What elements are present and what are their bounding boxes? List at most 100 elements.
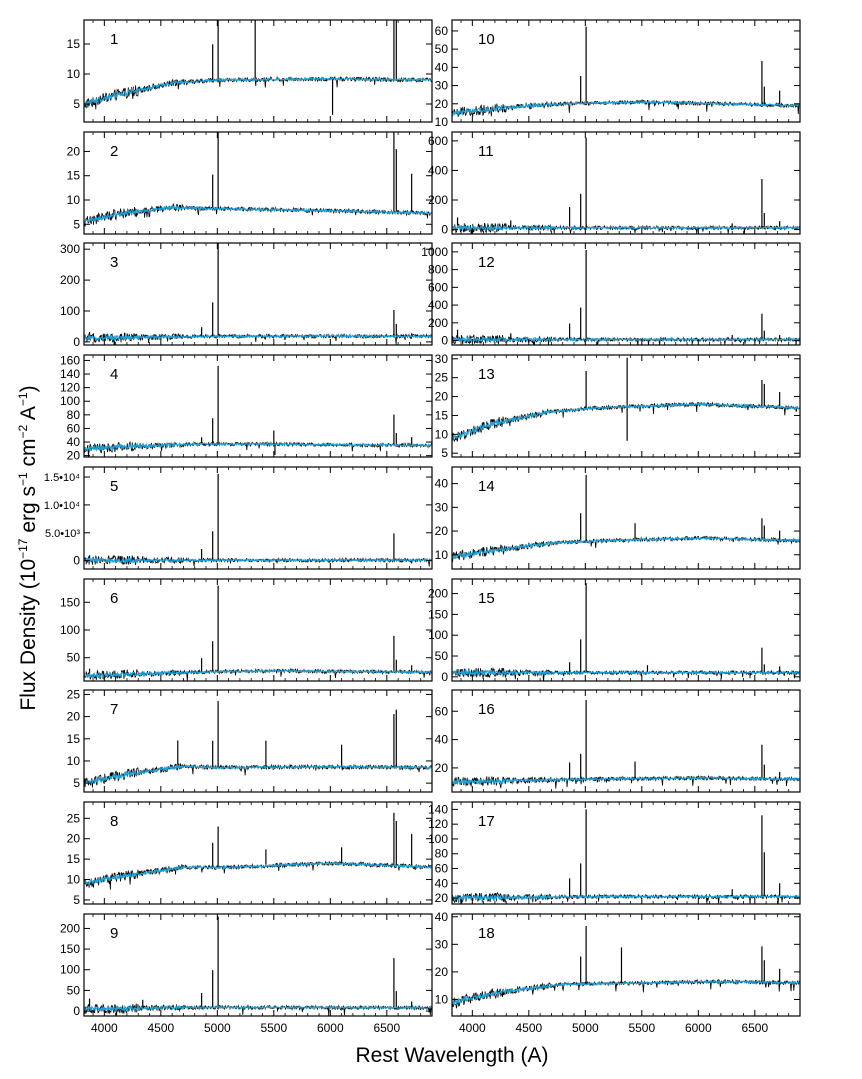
y-label-exponent: −1 [16, 392, 30, 406]
y-tick-label: 50 [67, 983, 81, 997]
model-spectrum-line [452, 668, 800, 677]
y-tick-label: 25 [67, 687, 81, 701]
panel-number: 10 [478, 31, 495, 48]
x-tick-label: 4000 [91, 1021, 118, 1035]
spectrum-panel-8: 5 10 15 20 25 8 [67, 801, 433, 907]
panel-number: 12 [478, 254, 495, 271]
y-label-exponent: −17 [16, 538, 30, 559]
model-spectrum-line [84, 441, 432, 453]
y-tick-label: 30 [435, 352, 449, 366]
spectrum-panel-15: 0 50 100 150 200 15 [428, 578, 801, 684]
spectrum-panel-2: 5 10 15 20 2 [67, 131, 433, 235]
y-tick-label: 150 [60, 942, 80, 956]
x-tick-label: 5000 [572, 1021, 599, 1035]
panel-number: 14 [478, 478, 495, 495]
panel-frame [83, 913, 433, 1017]
x-tick-label: 4500 [147, 1021, 174, 1035]
spectrum-panel-9: 4000 4500 5000 5500 6000 6500 0 50 100 150 200 9 [60, 913, 433, 1035]
y-tick-label: 10 [435, 115, 449, 129]
y-tick-label: 140 [428, 802, 448, 816]
panel-frame [451, 242, 801, 346]
y-tick-label: 20 [67, 449, 81, 463]
panel-frame [83, 354, 433, 458]
y-tick-label: 20 [67, 144, 81, 158]
model-spectrum-line [452, 335, 800, 344]
panel-frame [451, 354, 801, 458]
y-tick-label: 80 [67, 408, 81, 422]
model-spectrum-line [84, 861, 432, 887]
model-spectrum-line [452, 100, 800, 117]
spectrum-panel-13: 5 10 15 20 25 30 13 [435, 352, 801, 460]
y-tick-label: 50 [435, 42, 449, 56]
y-label-exponent: −1 [16, 472, 30, 486]
x-tick-label: 6500 [373, 1021, 400, 1035]
y-tick-label: 15 [67, 732, 81, 746]
y-tick-label: 150 [60, 595, 80, 609]
y-tick-label: 0 [441, 670, 448, 684]
y-tick-label: 100 [60, 304, 80, 318]
panel-frame [451, 913, 801, 1017]
y-tick-label: 10 [435, 427, 449, 441]
y-tick-label: 200 [428, 316, 448, 330]
spectrum-panel-6: 50 100 150 6 [60, 578, 433, 682]
x-tick-label: 5500 [628, 1021, 655, 1035]
panel-frame [83, 689, 433, 793]
y-tick-label: 1.0•10⁴ [44, 500, 80, 512]
y-label-part: erg s [17, 486, 40, 539]
y-tick-label: 200 [428, 193, 448, 207]
x-tick-label: 6000 [317, 1021, 344, 1035]
panel-frame [83, 19, 433, 123]
panel-number: 1 [110, 31, 118, 48]
y-tick-label: 15 [435, 408, 449, 422]
model-spectrum-line [84, 668, 432, 679]
model-spectrum-line [84, 204, 432, 225]
observed-spectrum-line [84, 667, 432, 681]
spectrum-panel-3: 0 100 200 300 3 [60, 242, 433, 349]
model-spectrum-line [84, 556, 432, 564]
model-spectrum-line [452, 979, 800, 1006]
y-tick-label: 5 [73, 776, 80, 790]
panel-number: 8 [110, 813, 118, 830]
y-tick-label: 25 [67, 811, 81, 825]
panel-frame [451, 801, 801, 905]
x-tick-label: 4000 [459, 1021, 486, 1035]
x-axis-label: Rest Wavelength (A) [356, 1044, 549, 1067]
y-tick-label: 1000 [421, 245, 448, 259]
y-tick-label: 100 [428, 628, 448, 642]
y-label-part: cm [17, 438, 40, 472]
y-label-part: ) [17, 385, 40, 392]
y-tick-label: 40 [67, 435, 81, 449]
x-tick-label: 6000 [685, 1021, 712, 1035]
y-tick-label: 1.5•10⁴ [44, 472, 80, 484]
model-spectrum-line [452, 223, 800, 232]
panel-number: 7 [110, 701, 118, 718]
y-tick-label: 100 [428, 832, 448, 846]
observed-spectrum-line [452, 891, 800, 904]
y-tick-label: 50 [435, 649, 449, 663]
y-tick-label: 20 [435, 524, 449, 538]
y-tick-label: 20 [435, 390, 449, 404]
panel-number: 5 [110, 478, 118, 495]
y-tick-label: 5 [73, 893, 80, 907]
spectrum-panel-11: 0 200 400 600 11 [428, 131, 801, 237]
y-tick-label: 5 [73, 97, 80, 111]
panel-number: 13 [478, 366, 495, 383]
y-tick-label: 10 [67, 754, 81, 768]
model-spectrum-line [452, 775, 800, 786]
y-tick-label: 100 [60, 963, 80, 977]
x-tick-label: 5500 [260, 1021, 287, 1035]
y-tick-label: 10 [67, 873, 81, 887]
spectrum-panel-7: 5 10 15 20 25 7 [67, 687, 433, 793]
y-tick-label: 40 [435, 733, 449, 747]
y-tick-label: 20 [67, 832, 81, 846]
y-tick-label: 600 [428, 134, 448, 148]
y-tick-label: 10 [435, 548, 449, 562]
observed-spectrum-line [452, 222, 800, 234]
y-tick-label: 50 [67, 651, 81, 665]
y-tick-label: 800 [428, 263, 448, 277]
spectrum-panel-14: 10 20 30 40 14 [435, 466, 801, 570]
spectrum-panel-10: 10 20 30 40 50 60 10 [435, 19, 801, 129]
panel-number: 16 [478, 701, 495, 718]
observed-spectrum-line [84, 202, 432, 227]
